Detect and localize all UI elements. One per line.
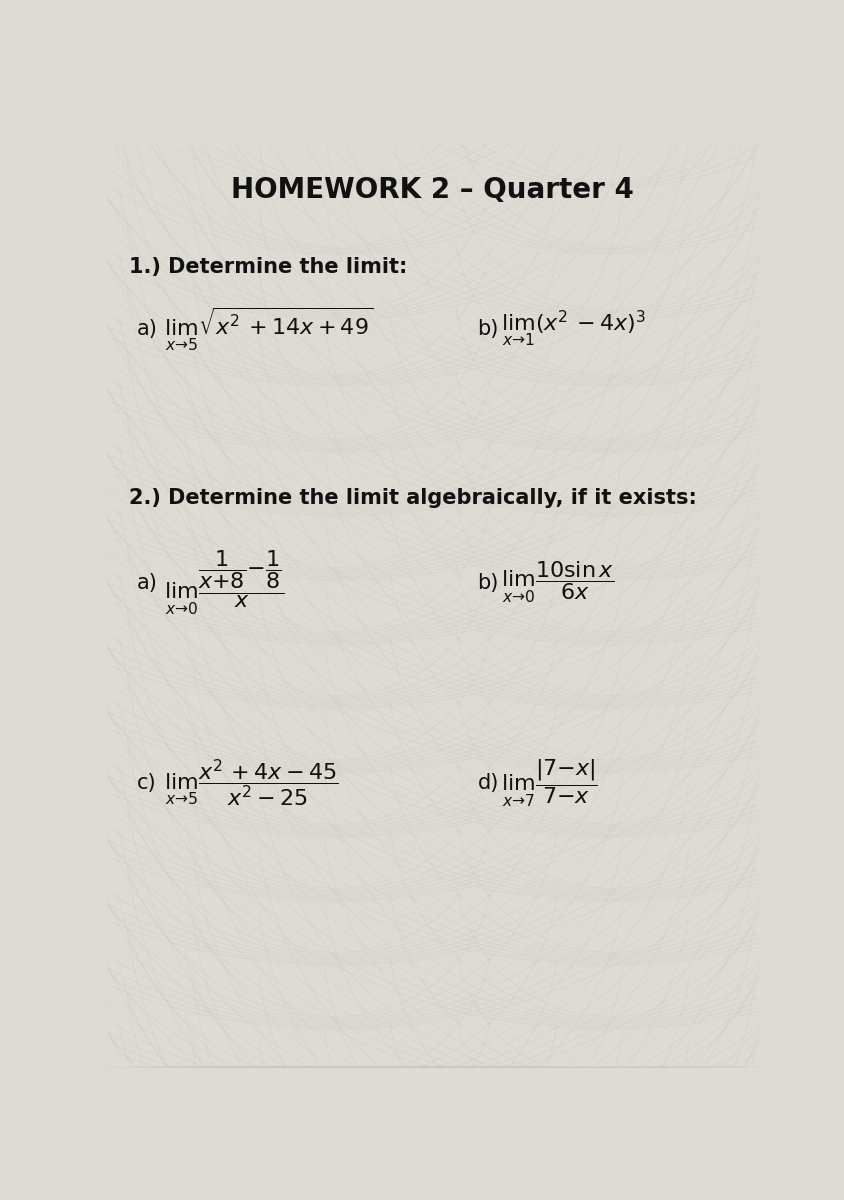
Text: $\lim_{x \to 1} (x^2 - 4x)^3$: $\lim_{x \to 1} (x^2 - 4x)^3$: [500, 308, 645, 349]
Text: $\lim_{x \to 5} \sqrt{x^2 + 14x + 49}$: $\lim_{x \to 5} \sqrt{x^2 + 14x + 49}$: [164, 305, 372, 353]
Text: 2.) Determine the limit algebraically, if it exists:: 2.) Determine the limit algebraically, i…: [129, 488, 696, 509]
Text: b): b): [477, 572, 499, 593]
Text: 1.) Determine the limit:: 1.) Determine the limit:: [129, 257, 407, 277]
Text: $\lim_{x \to 7} \dfrac{|7 - x|}{7 - x}$: $\lim_{x \to 7} \dfrac{|7 - x|}{7 - x}$: [500, 757, 598, 809]
Text: $\lim_{x \to 0} \dfrac{\dfrac{1}{x+8} - \dfrac{1}{8}}{x}$: $\lim_{x \to 0} \dfrac{\dfrac{1}{x+8} - …: [164, 548, 284, 617]
Text: b): b): [477, 319, 499, 338]
Text: $\lim_{x \to 0} \dfrac{10 \sin x}{6x}$: $\lim_{x \to 0} \dfrac{10 \sin x}{6x}$: [500, 560, 614, 606]
Text: $\lim_{x \to 5} \dfrac{x^2 + 4x - 45}{x^2 - 25}$: $\lim_{x \to 5} \dfrac{x^2 + 4x - 45}{x^…: [164, 757, 338, 809]
Text: HOMEWORK 2 – Quarter 4: HOMEWORK 2 – Quarter 4: [231, 176, 633, 204]
Text: c): c): [137, 773, 156, 793]
Text: d): d): [477, 773, 499, 793]
Text: a): a): [137, 572, 157, 593]
Text: a): a): [137, 319, 157, 338]
